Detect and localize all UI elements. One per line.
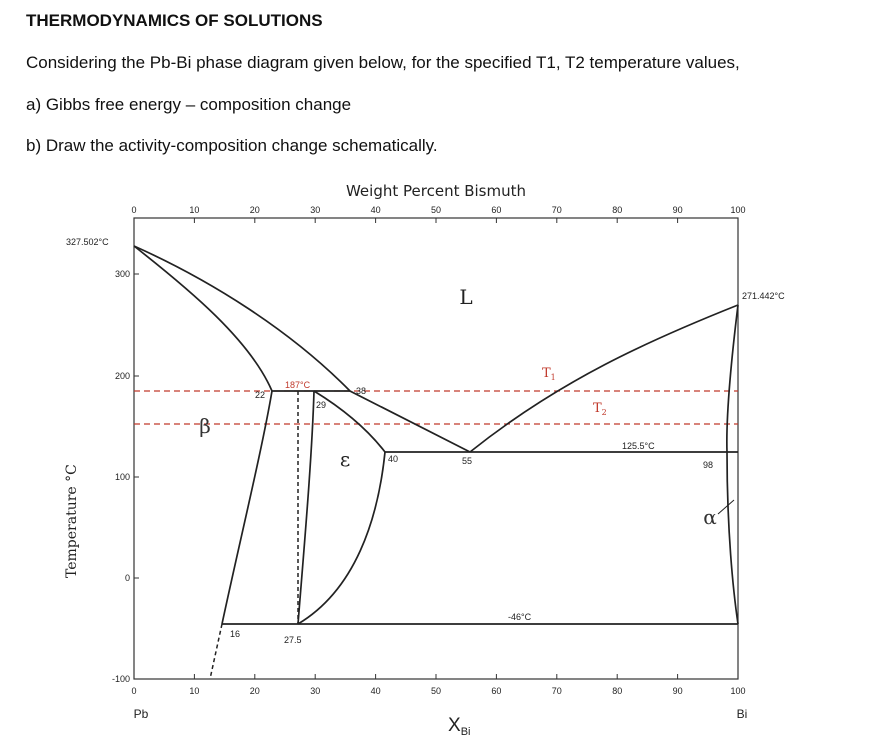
top-axis-title: Weight Percent Bismuth <box>346 182 526 200</box>
y-tick-label: 300 <box>115 269 130 279</box>
top-tick-label: 50 <box>431 205 441 215</box>
comp-55-label: 55 <box>462 456 472 466</box>
bottom-tick-label: 30 <box>310 686 320 696</box>
peritectic-temp-label: 187°C <box>285 380 311 390</box>
alpha-solvus <box>726 451 739 625</box>
top-tick-label: 30 <box>310 205 320 215</box>
beta-solvus-dashed <box>209 623 223 680</box>
epsilon-right-solvus <box>297 451 386 625</box>
top-tick-label: 80 <box>612 205 622 215</box>
liquidus-right <box>469 304 739 453</box>
comp-98-label: 98 <box>703 460 713 470</box>
t1-label: T1 <box>542 366 556 382</box>
bottom-tick-label: 0 <box>131 686 136 696</box>
question-part-a: a) Gibbs free energy – composition chang… <box>26 95 352 114</box>
bottom-tick-label: 50 <box>431 686 441 696</box>
y-tick-labels: 300 200 100 0 -100 <box>112 269 139 684</box>
top-tick-label: 60 <box>491 205 501 215</box>
comp-38-label: 38 <box>356 386 366 396</box>
question-title: THERMODYNAMICS OF SOLUTIONS <box>26 11 323 30</box>
beta-solvus <box>221 390 273 625</box>
top-tick-label: 70 <box>552 205 562 215</box>
bottom-tick-label: 100 <box>730 686 745 696</box>
bottom-tick-label: 20 <box>250 686 260 696</box>
top-tick-label: 20 <box>250 205 260 215</box>
question-intro: Considering the Pb-Bi phase diagram give… <box>26 53 740 72</box>
top-tick-label: 10 <box>189 205 199 215</box>
top-tick-label: 100 <box>730 205 745 215</box>
bi-melting-label: 271.442°C <box>742 291 785 301</box>
bottom-tick-label: 90 <box>673 686 683 696</box>
bottom-tick-label: 10 <box>189 686 199 696</box>
comp-27-5-label: 27.5 <box>284 635 302 645</box>
liquidus-left <box>133 245 471 453</box>
comp-29-label: 29 <box>316 400 326 410</box>
top-tick-labels: 0 10 20 30 40 50 60 70 80 90 100 <box>131 205 746 223</box>
alpha-solidus <box>726 304 739 453</box>
t2-label: T2 <box>593 401 607 417</box>
bottom-tick-label: 80 <box>612 686 622 696</box>
phase-liquid-label: L <box>459 285 472 309</box>
top-tick-label: 40 <box>371 205 381 215</box>
y-tick-label: 100 <box>115 472 130 482</box>
phase-epsilon-label: ε <box>340 447 350 471</box>
bottom-tick-label: 70 <box>552 686 562 696</box>
comp-40-label: 40 <box>388 454 398 464</box>
low-temp-label: -46°C <box>508 612 532 622</box>
bottom-tick-labels: 0 10 20 30 40 50 60 70 80 90 100 <box>131 674 746 696</box>
x-axis-title: XBi <box>448 715 470 738</box>
top-tick-label: 0 <box>131 205 136 215</box>
comp-22-label: 22 <box>255 390 265 400</box>
question-part-b: b) Draw the activity-composition change … <box>26 136 438 155</box>
epsilon-left-boundary <box>297 390 315 625</box>
top-tick-label: 90 <box>673 205 683 215</box>
phase-alpha-label: α <box>703 505 717 529</box>
comp-16-label: 16 <box>230 629 240 639</box>
y-tick-label: 0 <box>125 573 130 583</box>
epsilon-solidus <box>313 390 386 453</box>
y-axis-title: Temperature °C <box>64 464 80 578</box>
y-tick-label: 200 <box>115 371 130 381</box>
phase-beta-label: β <box>199 414 211 438</box>
eutectic-temp-label: 125.5°C <box>622 441 655 451</box>
solidus-beta <box>133 245 273 392</box>
pb-melting-label: 327.502°C <box>66 237 109 247</box>
left-element-label: Pb <box>134 707 149 721</box>
bottom-tick-label: 40 <box>371 686 381 696</box>
alpha-pointer <box>717 499 735 515</box>
right-element-label: Bi <box>737 707 748 721</box>
bottom-tick-label: 60 <box>491 686 501 696</box>
y-tick-label: -100 <box>112 674 130 684</box>
